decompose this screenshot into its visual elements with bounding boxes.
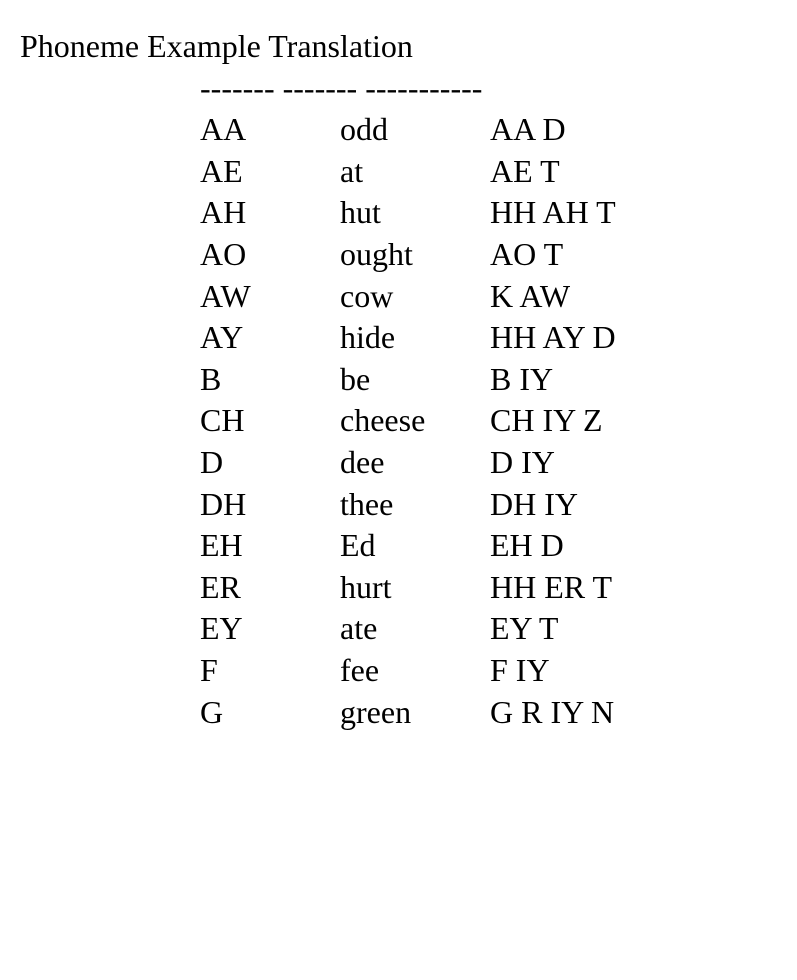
cell-phoneme: EH: [200, 525, 340, 567]
table-row: GgreenG R IY N: [200, 692, 793, 734]
cell-example: green: [340, 692, 490, 734]
cell-translation: AA D: [490, 109, 793, 151]
cell-translation: EH D: [490, 525, 793, 567]
table-row: CHcheeseCH IY Z: [200, 400, 793, 442]
cell-example: hut: [340, 192, 490, 234]
cell-example: Ed: [340, 525, 490, 567]
table-row: AAodd AA D: [200, 109, 793, 151]
cell-translation: HH AY D: [490, 317, 793, 359]
cell-phoneme: AO: [200, 234, 340, 276]
cell-translation: AO T: [490, 234, 793, 276]
cell-example: dee: [340, 442, 490, 484]
cell-phoneme: ER: [200, 567, 340, 609]
cell-phoneme: AY: [200, 317, 340, 359]
cell-phoneme: F: [200, 650, 340, 692]
cell-translation: DH IY: [490, 484, 793, 526]
cell-phoneme: EY: [200, 608, 340, 650]
header-divider: ------- ------- -----------: [200, 68, 793, 110]
table-header-line: Phoneme Example Translation: [20, 26, 793, 68]
cell-phoneme: G: [200, 692, 340, 734]
cell-phoneme: AE: [200, 151, 340, 193]
cell-example: ate: [340, 608, 490, 650]
table-row: AHhutHH AH T: [200, 192, 793, 234]
table-row: AEatAE T: [200, 151, 793, 193]
cell-translation: CH IY Z: [490, 400, 793, 442]
table-row: DdeeD IY: [200, 442, 793, 484]
phoneme-table: ------- ------- ----------- AAodd AA DAE…: [200, 68, 793, 734]
cell-translation: D IY: [490, 442, 793, 484]
cell-example: ought: [340, 234, 490, 276]
cell-example: thee: [340, 484, 490, 526]
cell-translation: B IY: [490, 359, 793, 401]
cell-example: cow: [340, 276, 490, 318]
cell-translation: EY T: [490, 608, 793, 650]
table-row: AOoughtAO T: [200, 234, 793, 276]
table-row: DHtheeDH IY: [200, 484, 793, 526]
cell-phoneme: AA: [200, 109, 340, 151]
table-row: AYhideHH AY D: [200, 317, 793, 359]
cell-translation: K AW: [490, 276, 793, 318]
cell-example: hide: [340, 317, 490, 359]
cell-translation: AE T: [490, 151, 793, 193]
cell-translation: HH ER T: [490, 567, 793, 609]
table-row: ERhurtHH ER T: [200, 567, 793, 609]
cell-example: odd: [340, 109, 490, 151]
table-row: EHEdEH D: [200, 525, 793, 567]
cell-translation: G R IY N: [490, 692, 793, 734]
cell-phoneme: AW: [200, 276, 340, 318]
cell-example: fee: [340, 650, 490, 692]
cell-translation: F IY: [490, 650, 793, 692]
cell-phoneme: D: [200, 442, 340, 484]
table-row: FfeeF IY: [200, 650, 793, 692]
cell-translation: HH AH T: [490, 192, 793, 234]
table-row: EYateEY T: [200, 608, 793, 650]
cell-phoneme: DH: [200, 484, 340, 526]
cell-example: cheese: [340, 400, 490, 442]
cell-example: at: [340, 151, 490, 193]
cell-phoneme: B: [200, 359, 340, 401]
cell-example: be: [340, 359, 490, 401]
cell-phoneme: CH: [200, 400, 340, 442]
cell-example: hurt: [340, 567, 490, 609]
table-row: BbeB IY: [200, 359, 793, 401]
cell-phoneme: AH: [200, 192, 340, 234]
table-row: AWcowK AW: [200, 276, 793, 318]
